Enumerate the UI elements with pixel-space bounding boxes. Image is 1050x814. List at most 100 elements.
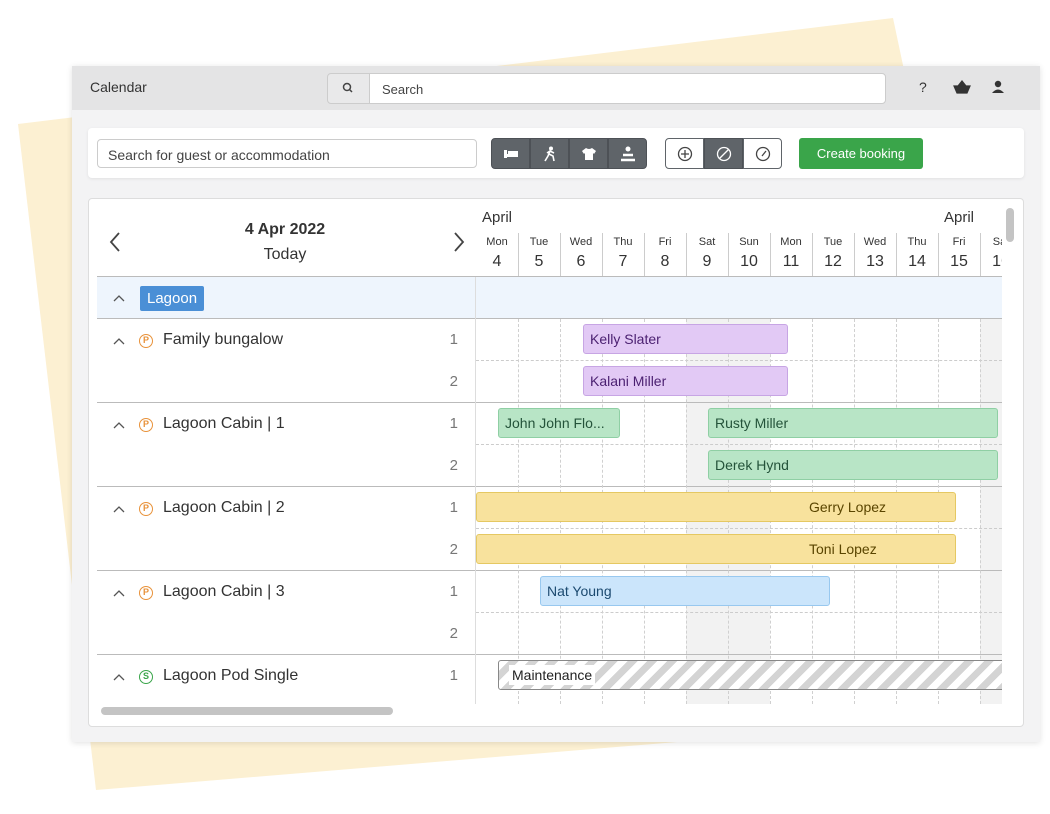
day-divider xyxy=(896,233,897,276)
day-number: 14 xyxy=(908,253,926,270)
booking-label: Kalani Miller xyxy=(590,373,667,389)
day-divider xyxy=(770,233,771,276)
status-blocked[interactable] xyxy=(704,138,743,169)
booking[interactable]: John John Flo... xyxy=(498,408,620,438)
weekday-label: Sat xyxy=(698,236,716,248)
day-number: 6 xyxy=(576,253,586,270)
chevron[interactable] xyxy=(112,291,126,305)
room-number: 1 xyxy=(449,415,458,432)
day-number: 8 xyxy=(660,253,670,270)
day-divider xyxy=(518,233,519,276)
room-number: 2 xyxy=(449,541,458,558)
day-number: 16 xyxy=(992,253,1002,270)
filter-activities[interactable] xyxy=(530,138,569,169)
chevron[interactable] xyxy=(112,586,126,600)
user-icon[interactable] xyxy=(991,80,1005,94)
booking-label: Rusty Miller xyxy=(715,415,789,431)
day-number: 15 xyxy=(950,253,968,270)
horizontal-scrollbar[interactable] xyxy=(101,707,393,715)
weekday-label: Thu xyxy=(907,236,927,248)
day-divider xyxy=(980,233,981,276)
room-divider xyxy=(476,528,1002,529)
filter-merchandise[interactable] xyxy=(569,138,608,169)
month-label: April xyxy=(944,209,975,226)
chevron[interactable] xyxy=(108,231,122,252)
chevron[interactable] xyxy=(112,334,126,348)
chevron[interactable] xyxy=(112,670,126,684)
booking[interactable]: Derek Hynd xyxy=(708,450,998,480)
day-number: 4 xyxy=(492,253,502,270)
room-number: 2 xyxy=(449,457,458,474)
unit-type-badge: P xyxy=(139,418,153,432)
room-number: 2 xyxy=(449,625,458,642)
day-divider xyxy=(686,233,687,276)
booking-label: Toni Lopez xyxy=(809,541,877,557)
status-add[interactable] xyxy=(665,138,704,169)
status-pending[interactable] xyxy=(743,138,782,169)
current-date: 4 Apr 2022 xyxy=(244,221,326,238)
day-number: 11 xyxy=(782,253,800,270)
unit-divider xyxy=(97,402,1002,403)
day-divider xyxy=(728,233,729,276)
chevron[interactable] xyxy=(112,418,126,432)
room-divider xyxy=(476,444,1002,445)
unit-divider xyxy=(97,486,1002,487)
booking[interactable]: Maintenance xyxy=(498,660,1002,690)
weekday-label: Wed xyxy=(569,236,593,248)
booking[interactable]: Toni Lopez xyxy=(476,534,956,564)
unit-divider xyxy=(97,318,1002,319)
header-divider xyxy=(97,276,1002,277)
booking[interactable]: Nat Young xyxy=(540,576,830,606)
weekday-label: Wed xyxy=(863,236,887,248)
weekday-label: Fri xyxy=(952,236,966,248)
weekday-label: Tue xyxy=(529,236,549,248)
unit-name[interactable]: Lagoon Pod Single xyxy=(163,667,299,684)
weekday-label: Tue xyxy=(823,236,843,248)
unit-type-badge: P xyxy=(139,334,153,348)
booking[interactable]: Kalani Miller xyxy=(583,366,788,396)
column-divider xyxy=(475,277,476,704)
booking[interactable]: Kelly Slater xyxy=(583,324,788,354)
day-number: 12 xyxy=(824,253,842,270)
group-row xyxy=(97,277,1002,318)
vertical-scrollbar[interactable] xyxy=(1006,208,1014,242)
today-link[interactable]: Today xyxy=(263,246,307,263)
weekend-shade xyxy=(980,277,1002,704)
search-input[interactable]: Search xyxy=(369,73,886,104)
filter-beds[interactable] xyxy=(491,138,530,169)
unit-name[interactable]: Lagoon Cabin | 3 xyxy=(163,583,285,600)
chevron[interactable] xyxy=(112,502,126,516)
unit-name[interactable]: Family bungalow xyxy=(163,331,284,348)
basket-icon[interactable] xyxy=(953,80,971,94)
booking-label: John John Flo... xyxy=(505,415,605,431)
unit-type-badge: P xyxy=(139,502,153,516)
unit-type-badge: S xyxy=(139,670,153,684)
booking-label: Nat Young xyxy=(547,583,612,599)
booking-label: Derek Hynd xyxy=(715,457,789,473)
room-number: 2 xyxy=(449,373,458,390)
filter-rentals[interactable] xyxy=(608,138,647,169)
chevron[interactable] xyxy=(452,231,466,252)
day-divider xyxy=(602,233,603,276)
room-number: 1 xyxy=(449,331,458,348)
booking[interactable]: Gerry Lopez xyxy=(476,492,956,522)
app-title: Calendar xyxy=(90,79,147,95)
calendar: 4 Apr 2022 Today April April Mon 4 Tue 5 Wed 6 Thu… xyxy=(97,199,1002,704)
day-number: 10 xyxy=(740,253,758,270)
room-number: 1 xyxy=(449,667,458,684)
weekday-label: Sun xyxy=(739,236,759,248)
day-divider xyxy=(560,233,561,276)
booking-label: Maintenance xyxy=(509,665,596,685)
group-badge[interactable]: Lagoon xyxy=(140,286,205,311)
help-button[interactable]: ? xyxy=(919,79,927,95)
guest-search[interactable]: Search for guest or accommodation xyxy=(97,139,477,168)
booking[interactable]: Rusty Miller xyxy=(708,408,998,438)
unit-name[interactable]: Lagoon Cabin | 2 xyxy=(163,499,285,516)
unit-type-badge: P xyxy=(139,586,153,600)
unit-name[interactable]: Lagoon Cabin | 1 xyxy=(163,415,285,432)
weekday-label: Thu xyxy=(613,236,633,248)
booking-label: Kelly Slater xyxy=(590,331,661,347)
create-booking-button[interactable]: Create booking xyxy=(799,138,923,169)
search-icon[interactable] xyxy=(327,73,370,104)
